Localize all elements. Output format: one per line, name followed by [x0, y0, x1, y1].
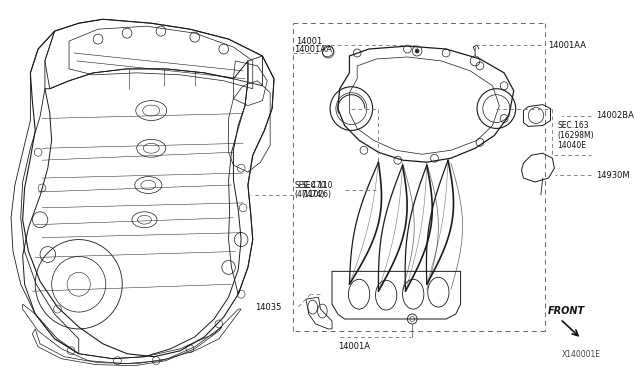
Text: SEC.110: SEC.110: [301, 180, 333, 189]
Text: 14930M: 14930M: [596, 171, 630, 180]
Text: 14001AA: 14001AA: [548, 41, 586, 49]
Text: (16298M): (16298M): [557, 131, 594, 140]
Circle shape: [415, 49, 419, 53]
Text: FRONT: FRONT: [548, 306, 585, 316]
Text: X140001E: X140001E: [562, 350, 601, 359]
Text: 14001: 14001: [296, 36, 323, 46]
Text: 14001A: 14001A: [339, 342, 371, 351]
Text: 14001AA: 14001AA: [294, 45, 332, 54]
Text: 14040E: 14040E: [557, 141, 586, 150]
Text: (11026): (11026): [301, 190, 331, 199]
Text: SEC.470: SEC.470: [294, 180, 326, 189]
Text: SEC.163: SEC.163: [557, 121, 589, 130]
Text: (47474): (47474): [294, 190, 324, 199]
Text: 14002BA: 14002BA: [596, 111, 634, 120]
Text: 14035: 14035: [255, 302, 282, 312]
